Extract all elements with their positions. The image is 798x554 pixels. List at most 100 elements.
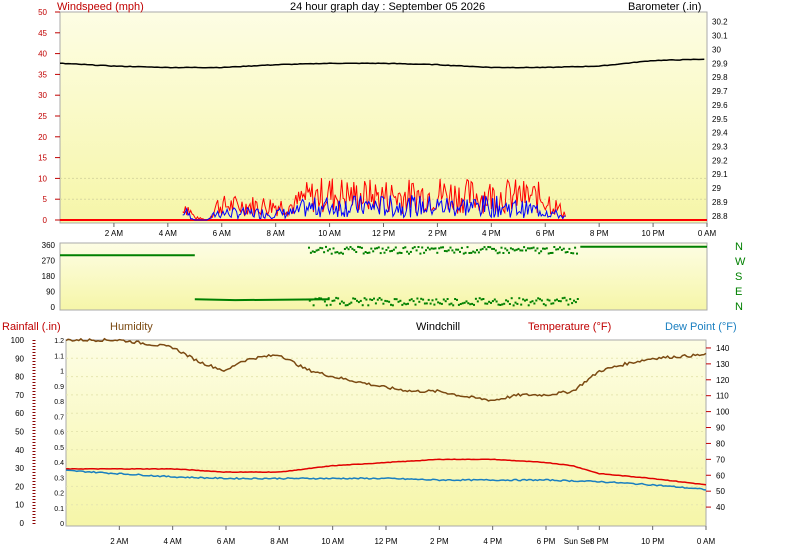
- humidity-tick-label: 80: [15, 373, 24, 382]
- direction-point: [439, 302, 441, 305]
- direction-point: [546, 298, 549, 301]
- direction-point: [437, 301, 440, 304]
- direction-point: [509, 247, 512, 250]
- direction-point: [395, 298, 398, 301]
- bottom-time-tick-label: 8 PM: [590, 537, 609, 546]
- direction-point: [343, 248, 346, 250]
- direction-point: [365, 298, 368, 301]
- direction-point: [526, 247, 529, 250]
- direction-point: [398, 251, 401, 254]
- direction-point: [340, 300, 343, 303]
- dewpoint-axis-label: Dew Point (°F): [665, 321, 737, 333]
- time-tick-label: 8 PM: [590, 229, 609, 238]
- direction-point: [548, 299, 551, 302]
- temperature-tick-label: 40: [716, 503, 725, 512]
- direction-point: [500, 246, 503, 249]
- direction-point: [331, 299, 334, 302]
- direction-tick-label: 0: [51, 303, 56, 312]
- direction-point: [403, 302, 406, 305]
- direction-point: [412, 300, 415, 303]
- direction-point: [552, 302, 555, 305]
- direction-point: [342, 301, 345, 304]
- direction-point: [448, 303, 451, 306]
- direction-point: [373, 297, 375, 300]
- direction-point: [459, 250, 461, 253]
- bottom-time-tick-label: 8 AM: [270, 537, 289, 546]
- direction-plot-area: [59, 242, 708, 311]
- direction-point: [497, 303, 500, 306]
- windchill-axis-label: Windchill: [416, 321, 460, 333]
- direction-point: [314, 297, 317, 300]
- direction-point: [428, 248, 431, 251]
- wind-tick-label: 45: [38, 29, 47, 38]
- direction-point: [342, 252, 344, 255]
- direction-point: [370, 247, 373, 250]
- rain-tick-label: 0.9: [54, 384, 64, 391]
- direction-point: [338, 252, 341, 255]
- direction-tick-label: 270: [42, 257, 56, 266]
- rain-tick-label: 0.4: [54, 460, 64, 467]
- barometer-tick-label: 29.8: [712, 73, 728, 82]
- barometer-tick-label: 29.4: [712, 129, 728, 138]
- direction-point: [567, 303, 570, 306]
- wind-tick-label: 0: [43, 216, 48, 225]
- humidity-line: [65, 337, 707, 402]
- direction-point: [459, 303, 462, 305]
- barometer-axis-label: Barometer (.in): [628, 1, 701, 13]
- direction-point: [326, 249, 329, 252]
- direction-point: [323, 251, 326, 254]
- direction-point: [336, 251, 339, 254]
- direction-point: [388, 300, 391, 303]
- direction-point: [308, 299, 311, 302]
- direction-point: [553, 246, 556, 248]
- direction-point: [488, 300, 491, 303]
- direction-point: [422, 298, 425, 301]
- direction-point: [454, 298, 457, 300]
- direction-point: [486, 302, 489, 305]
- temperature-tick-label: 80: [716, 439, 725, 448]
- direction-point: [319, 246, 322, 249]
- direction-point: [344, 304, 347, 307]
- direction-point: [357, 301, 360, 304]
- direction-point: [308, 246, 310, 249]
- direction-point: [572, 252, 575, 255]
- direction-point: [415, 249, 418, 252]
- direction-point: [465, 300, 468, 303]
- direction-point: [529, 301, 532, 304]
- direction-point: [413, 246, 416, 249]
- direction-point: [483, 246, 486, 249]
- direction-point: [320, 297, 323, 300]
- direction-point: [462, 252, 465, 255]
- direction-point: [481, 247, 484, 250]
- direction-point: [498, 251, 501, 254]
- direction-point: [525, 249, 527, 252]
- direction-point: [372, 250, 375, 253]
- bottom-time-tick-label: 2 PM: [430, 537, 449, 546]
- humidity-axis-label: Humidity: [110, 321, 153, 333]
- direction-point: [543, 247, 546, 250]
- wind-tick-label: 40: [38, 50, 47, 59]
- direction-point: [460, 246, 463, 249]
- direction-point: [429, 302, 432, 305]
- direction-point: [408, 299, 411, 302]
- direction-point: [411, 247, 414, 250]
- temperature-tick-label: 110: [716, 392, 729, 401]
- direction-point: [445, 250, 448, 253]
- direction-point: [356, 299, 358, 302]
- direction-point: [559, 300, 562, 303]
- direction-point: [507, 300, 509, 303]
- humidity-tick-label: 70: [15, 391, 24, 400]
- direction-point: [527, 304, 530, 307]
- direction-point: [470, 251, 473, 254]
- rain-tick-label: 0.7: [54, 414, 64, 421]
- rain-tick-label: 1.1: [54, 353, 64, 360]
- direction-point: [538, 252, 541, 255]
- barometer-tick-label: 28.9: [712, 198, 728, 207]
- temperature-tick-label: 60: [716, 471, 725, 480]
- direction-point: [490, 301, 492, 304]
- direction-point: [551, 251, 554, 254]
- direction-point: [416, 297, 419, 300]
- time-tick-label: 0 AM: [698, 229, 717, 238]
- direction-point: [564, 251, 567, 254]
- direction-point: [435, 298, 438, 301]
